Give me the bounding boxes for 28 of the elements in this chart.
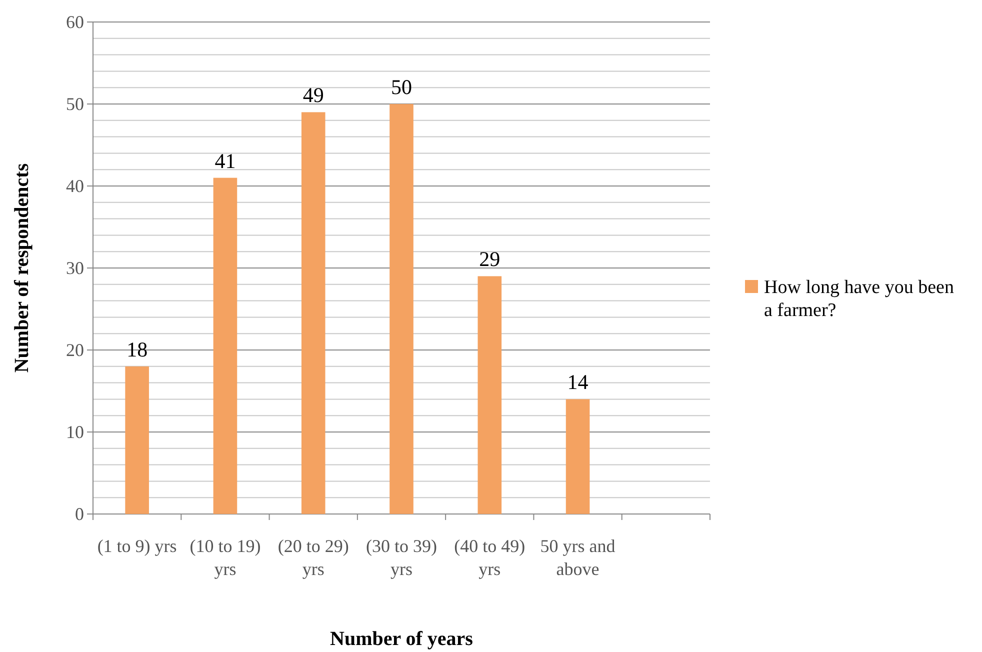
y-axis-title: Number of respondencts — [11, 163, 33, 373]
x-axis-title: Number of years — [330, 628, 474, 650]
y-tick-label: 0 — [75, 504, 84, 524]
data-label: 49 — [302, 83, 324, 108]
data-label: 18 — [126, 337, 148, 362]
bar — [390, 104, 414, 514]
bar — [301, 112, 326, 514]
y-tick-label: 50 — [66, 94, 84, 114]
x-tick-label: (20 to 29) yrs — [278, 536, 349, 579]
y-tick-label: 40 — [66, 176, 84, 196]
x-tick-label: (40 to 49) yrs — [454, 536, 526, 579]
bar — [478, 276, 502, 514]
x-tick-label: (1 to 9) yrs — [97, 536, 177, 556]
y-tick-label: 10 — [66, 422, 84, 442]
y-tick-label: 30 — [66, 258, 84, 278]
data-label: 29 — [479, 247, 500, 272]
bar — [566, 399, 590, 514]
legend-label: How long have you been a farmer? — [764, 277, 954, 321]
data-label: 50 — [391, 75, 412, 99]
x-tick-label: 50 yrs and above — [540, 536, 616, 579]
data-label: 41 — [214, 148, 236, 173]
bar — [125, 366, 149, 514]
data-label: 14 — [567, 370, 589, 394]
y-tick-label: 60 — [66, 12, 84, 32]
x-tick-label: (30 to 39) yrs — [366, 536, 437, 579]
x-tick-label: (10 to 19) yrs — [190, 536, 261, 579]
bar — [213, 178, 238, 514]
y-tick-label: 20 — [66, 340, 84, 360]
